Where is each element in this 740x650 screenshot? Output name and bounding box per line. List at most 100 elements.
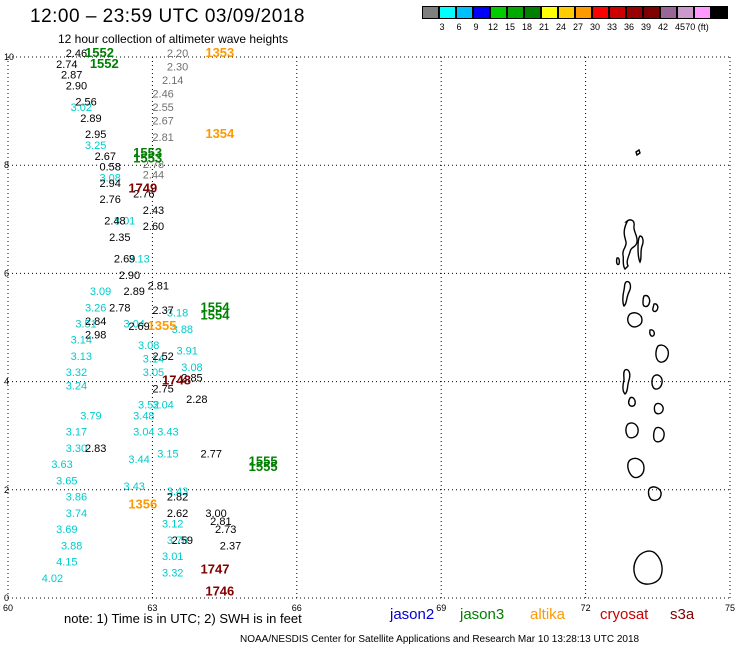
x-tick-label: 66 bbox=[292, 603, 302, 613]
pass-time-label: 1552 bbox=[90, 56, 119, 71]
satellite-legend-cryosat: cryosat bbox=[600, 606, 649, 623]
swh-value-jason2: 3.18 bbox=[167, 308, 188, 320]
swh-value-altika: 2.55 bbox=[152, 102, 173, 114]
colorbar-label: 30 bbox=[589, 22, 601, 32]
swh-value-jason2: 4.02 bbox=[42, 573, 63, 585]
swh-value-jason2: 3.43 bbox=[167, 486, 188, 498]
satellite-legend-jason2: jason2 bbox=[390, 606, 435, 623]
satellite-legend-jason3: jason3 bbox=[460, 606, 505, 623]
colorbar-swatch bbox=[422, 6, 439, 19]
note-text: note: 1) Time is in UTC; 2) SWH is in fe… bbox=[64, 611, 302, 626]
swh-value-jason2: 3.08 bbox=[99, 172, 120, 184]
y-tick-label: 4 bbox=[4, 377, 9, 387]
island-shape bbox=[622, 368, 631, 395]
island-shape bbox=[622, 280, 632, 308]
swh-value-jason3: 2.67 bbox=[95, 151, 116, 163]
swh-value-jason3: 0.58 bbox=[99, 162, 120, 174]
coastline-outlines bbox=[615, 148, 670, 585]
x-tick-label: 69 bbox=[436, 603, 446, 613]
swh-value-jason3: 2.62 bbox=[167, 508, 188, 520]
island-shape bbox=[635, 148, 641, 157]
swh-value-jason2: 3.32 bbox=[66, 367, 87, 379]
island-shape bbox=[627, 457, 645, 479]
colorbar-label: 9 bbox=[473, 22, 479, 32]
swh-value-jason2: 3.43 bbox=[124, 481, 145, 493]
swh-value-jason3: 2.89 bbox=[124, 286, 145, 298]
swh-value-jason3: 2.75 bbox=[152, 383, 173, 395]
colorbar-label: 33 bbox=[606, 22, 618, 32]
axis-tick-labels: 60 63 66 69 72 75 0 2 4 6 8 10 bbox=[3, 52, 735, 613]
swh-value-jason2: 3.88 bbox=[61, 540, 82, 552]
swh-value-jason2: 3.13 bbox=[128, 254, 149, 266]
colorbar-label: 42 bbox=[657, 22, 669, 32]
swh-value-jason2: 3.25 bbox=[85, 140, 106, 152]
pass-time-label: 1553 bbox=[133, 150, 162, 165]
swh-value-jason3: 2.95 bbox=[85, 129, 106, 141]
swh-value-jason2: 3.02 bbox=[71, 102, 92, 114]
colorbar-swatch bbox=[439, 6, 456, 19]
y-tick-label: 10 bbox=[4, 52, 14, 62]
swh-value-jason3: 2.83 bbox=[85, 443, 106, 455]
swh-value-jason2: 3.08 bbox=[181, 362, 202, 374]
swh-value-jason3: 2.60 bbox=[143, 221, 164, 233]
swh-value-altika: 2.78 bbox=[143, 159, 164, 171]
swh-value-jason2: 3.13 bbox=[71, 351, 92, 363]
swh-value-jason2: 3.48 bbox=[133, 410, 154, 422]
swh-value-jason3: 2.56 bbox=[75, 97, 96, 109]
y-tick-label: 2 bbox=[4, 485, 9, 495]
swh-value-jason2: 3.15 bbox=[157, 448, 178, 460]
x-tick-label: 72 bbox=[581, 603, 591, 613]
swh-value-jason3: 2.85 bbox=[181, 373, 202, 385]
swh-value-jason3: 2.90 bbox=[119, 270, 140, 282]
colorbar-label: 27 bbox=[572, 22, 584, 32]
island-shape bbox=[627, 312, 643, 328]
swh-value-jason2: 3.44 bbox=[128, 454, 149, 466]
y-tick-label: 6 bbox=[4, 268, 9, 278]
swh-value-jason2: 3.26 bbox=[85, 302, 106, 314]
swh-value-jason2: 3.69 bbox=[56, 524, 77, 536]
swh-value-jason2: 3.01 bbox=[162, 551, 183, 563]
swh-value-jason2: 3.43 bbox=[157, 427, 178, 439]
island-shape bbox=[651, 374, 663, 390]
colorbar-label: 18 bbox=[521, 22, 533, 32]
swh-value-jason2: 3.04 bbox=[152, 400, 173, 412]
x-tick-label: 75 bbox=[725, 603, 735, 613]
colorbar-label: 36 bbox=[623, 22, 635, 32]
colorbar-swatch bbox=[558, 6, 575, 19]
chart-grid bbox=[7, 56, 731, 599]
swh-value-jason2: 3.05 bbox=[143, 367, 164, 379]
swh-value-jason3: 2.69 bbox=[128, 321, 149, 333]
swh-value-altika: 2.30 bbox=[167, 62, 188, 74]
swh-value-jason2: 3.08 bbox=[138, 340, 159, 352]
colorbar-label: 24 bbox=[555, 22, 567, 32]
page-title: 12:00 – 23:59 UTC 03/09/2018 bbox=[30, 6, 305, 27]
swh-value-jason3: 2.78 bbox=[109, 302, 130, 314]
swh-value-jason3: 2.81 bbox=[210, 516, 231, 528]
swh-value-altika: 2.20 bbox=[167, 48, 188, 60]
pass-time-label: 1747 bbox=[201, 562, 230, 577]
island-shape bbox=[627, 396, 636, 407]
pass-time-label: 1554 bbox=[201, 307, 231, 322]
swh-value-jason3: 2.28 bbox=[186, 394, 207, 406]
swh-value-jason3: 2.76 bbox=[99, 194, 120, 206]
colorbar-label: 39 bbox=[640, 22, 652, 32]
swh-value-jason2: 3.14 bbox=[143, 354, 164, 366]
swh-value-jason2: 3.52 bbox=[138, 400, 159, 412]
swh-value-jason3: 2.81 bbox=[148, 281, 169, 293]
swh-value-jason2: 3.63 bbox=[51, 459, 72, 471]
y-tick-label: 8 bbox=[4, 160, 9, 170]
pass-time-label: 1748 bbox=[162, 372, 191, 387]
swh-value-jason3: 2.87 bbox=[61, 70, 82, 82]
pass-time-label: 1353 bbox=[205, 45, 234, 60]
swh-value-jason2: 3.74 bbox=[66, 508, 87, 520]
swh-value-jason2: 3.86 bbox=[66, 492, 87, 504]
colorbar-swatch bbox=[456, 6, 473, 19]
pass-time-label: 1554 bbox=[201, 299, 231, 314]
y-tick-label: 0 bbox=[4, 593, 9, 603]
colorbar-swatch bbox=[694, 6, 711, 19]
swh-value-jason2: 3.88 bbox=[172, 324, 193, 336]
swh-value-jason2: 3.14 bbox=[71, 335, 92, 347]
island-shape bbox=[625, 422, 639, 439]
swh-value-jason2: 3.32 bbox=[162, 567, 183, 579]
